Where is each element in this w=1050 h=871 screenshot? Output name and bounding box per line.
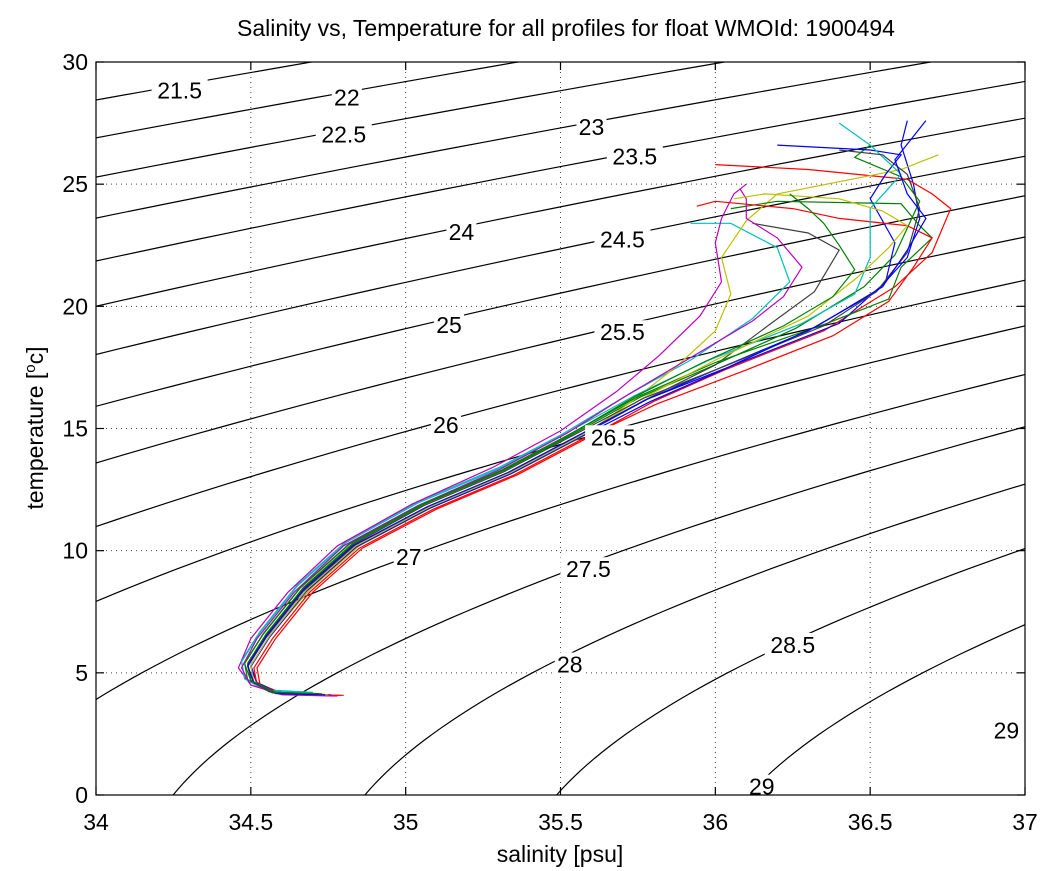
x-tick-label: 35 [393, 809, 419, 835]
profile-line-10 [253, 200, 933, 696]
density-contour-label: 21.5 [157, 77, 202, 103]
density-contour-label: 24.5 [600, 226, 645, 252]
density-contour-28-5 [555, 547, 1025, 795]
profile-lines [237, 120, 952, 697]
density-contour-26-5 [96, 325, 1025, 603]
density-contours [96, 62, 1025, 795]
x-tick-label: 35.5 [538, 809, 583, 835]
density-contour-label-bg [560, 557, 617, 580]
profile-line-11 [240, 122, 902, 693]
density-contour-label-bg [446, 220, 477, 243]
x-axis-label: salinity [psu] [497, 841, 624, 867]
density-contour-26 [96, 279, 1025, 528]
y-tick-label: 0 [75, 782, 88, 808]
profile-line-15 [247, 120, 927, 696]
y-tick-label: 5 [75, 660, 88, 686]
x-tick-label: 36 [703, 809, 729, 835]
density-contour-label-bg [585, 425, 642, 448]
density-contour-label: 28 [557, 652, 583, 678]
y-axis-label-superscript: o [22, 364, 39, 372]
density-contour-label-bg [594, 227, 651, 250]
density-contour-24-5 [96, 155, 1025, 356]
x-tick-label: 36.5 [848, 809, 893, 835]
density-contour-labels: 21.5 22 22.5 23 23.5 24 24.5 25 25.5 26 26.5 27 27.5… [151, 77, 1022, 800]
density-contour-label: 22.5 [321, 121, 366, 147]
density-contour-label-bg [594, 320, 651, 343]
density-contour-23 [96, 62, 935, 219]
y-tick-label: 25 [62, 171, 88, 197]
density-contour-label-bg [764, 632, 821, 655]
profile-line-5 [237, 183, 747, 697]
density-contour-label-bg [151, 78, 208, 101]
profile-line-13 [250, 193, 909, 696]
density-contour-25-5 [96, 236, 1025, 464]
density-contour-27 [96, 373, 1025, 701]
density-contour-label: 26 [433, 412, 459, 438]
y-axis-label-end: c] [22, 346, 48, 364]
density-contour-label-bg [430, 413, 461, 436]
profile-line-14 [247, 149, 921, 695]
profile-line-12 [240, 188, 803, 697]
density-contour-22-5 [96, 62, 728, 178]
density-contour-24 [96, 117, 1025, 307]
y-tick-label: 15 [62, 416, 88, 442]
y-axis-label-main: temperature [ [22, 372, 48, 509]
density-contour-label: 25.5 [600, 319, 645, 345]
x-axis-ticks: 34 34.5 35 35.5 36 36.5 37 [83, 62, 1038, 835]
x-tick-label: 34.5 [228, 809, 273, 835]
density-contour-label-bg [991, 718, 1022, 741]
density-contour-label: 25 [436, 312, 462, 338]
density-contour-label-bg [315, 122, 372, 145]
profile-line-1 [250, 120, 921, 696]
x-tick-label: 34 [83, 809, 109, 835]
density-contour-label: 29 [749, 774, 775, 800]
x-tick-label: 37 [1012, 809, 1038, 835]
density-contour-label-bg [331, 85, 362, 108]
density-contour-label: 27.5 [566, 556, 611, 582]
profile-line-16 [243, 193, 856, 695]
y-tick-label: 20 [62, 293, 88, 319]
profile-line-3 [256, 164, 952, 696]
density-contour-label-bg [576, 114, 607, 137]
density-contour-label: 29 [994, 717, 1020, 743]
density-contour-label-bg [606, 144, 663, 167]
density-contour-label: 24 [449, 219, 475, 245]
y-tick-label: 10 [62, 538, 88, 564]
density-contour-label: 23 [579, 114, 605, 140]
profile-line-8 [250, 144, 903, 696]
density-contour-label: 22 [334, 85, 360, 111]
density-contour-25 [96, 195, 1025, 407]
density-contour-label: 23.5 [612, 143, 657, 169]
profile-line-2 [247, 144, 921, 695]
y-axis-ticks: 0 5 10 15 20 25 30 [62, 49, 1025, 808]
density-contour-label: 28.5 [770, 632, 815, 658]
density-contour-label-bg [746, 774, 777, 797]
density-contour-label-bg [393, 544, 424, 567]
density-contour-23-5 [96, 80, 1025, 262]
y-tick-label: 30 [62, 49, 88, 75]
density-contour-label: 26.5 [591, 424, 636, 450]
density-contour-label-bg [434, 312, 465, 335]
density-contour-label: 27 [396, 544, 422, 570]
chart-title: Salinity vs, Temperature for all profile… [237, 15, 895, 41]
density-contour-label-bg [554, 652, 585, 675]
density-contour-28 [364, 483, 1025, 795]
y-axis-label: temperature [oc] [22, 346, 48, 509]
density-contour-29 [747, 624, 1025, 795]
